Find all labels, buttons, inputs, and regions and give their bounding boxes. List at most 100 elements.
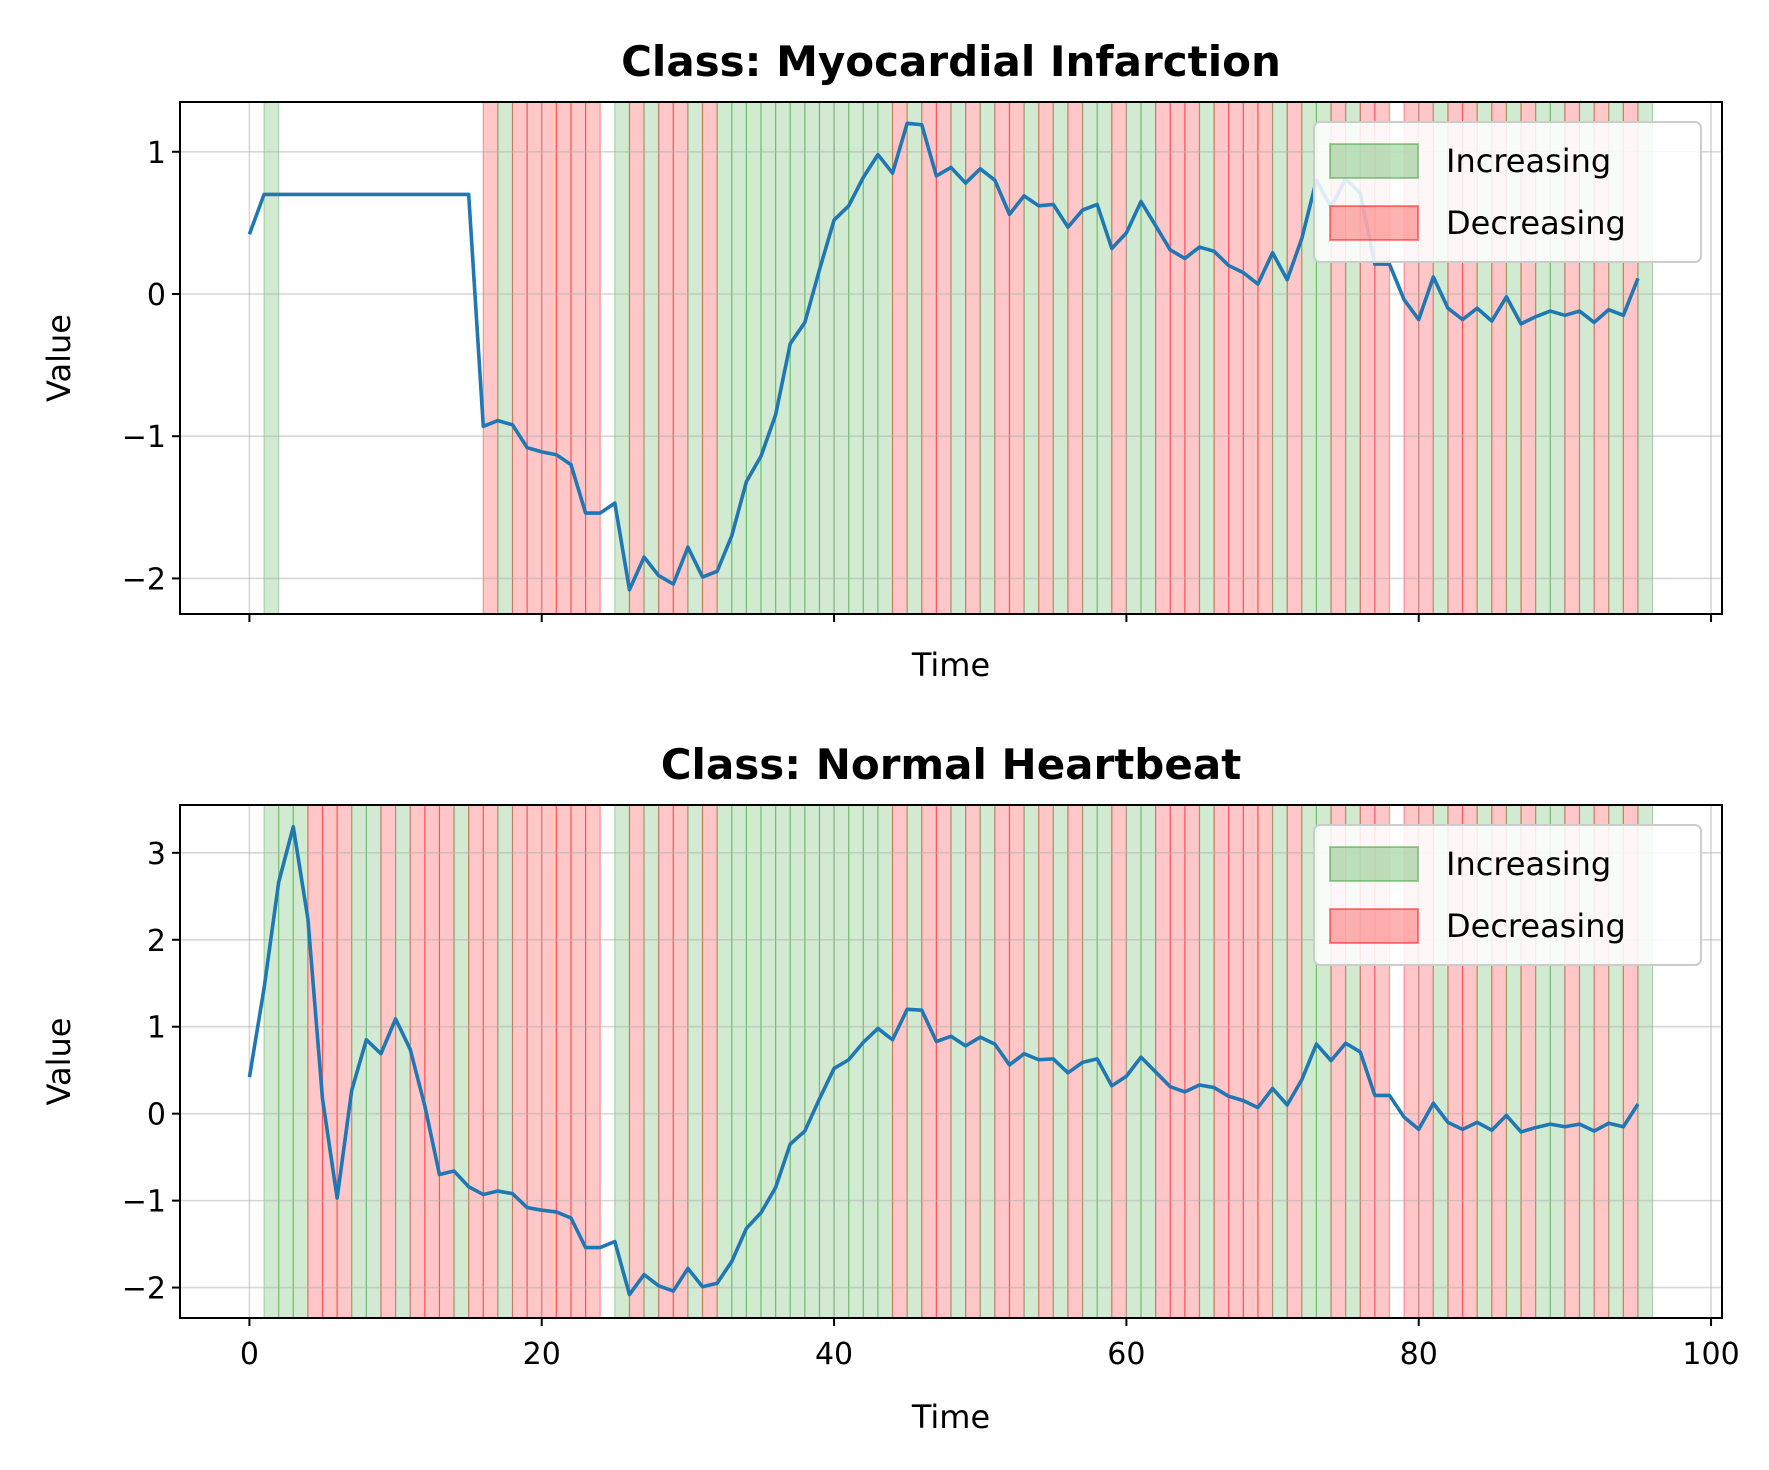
increasing-span: [906, 101, 923, 615]
chart-title: Class: Myocardial Infarction: [621, 37, 1281, 86]
decreasing-span: [438, 804, 455, 1319]
decreasing-span: [935, 101, 952, 615]
y-tick-label: −2: [122, 1272, 166, 1307]
legend-label-decreasing: Decreasing: [1446, 907, 1626, 945]
increasing-span: [365, 804, 382, 1319]
decreasing-span: [1184, 101, 1201, 615]
decreasing-span: [1242, 804, 1259, 1319]
increasing-span: [833, 101, 850, 615]
series-line: [247, 121, 1640, 592]
series-lines: [247, 121, 1640, 592]
increasing-span: [760, 804, 777, 1319]
y-tick-label: 0: [147, 278, 166, 313]
decreasing-span: [511, 101, 528, 615]
increasing-span: [1140, 101, 1157, 615]
decreasing-span: [321, 804, 338, 1319]
legend: Increasing Decreasing: [1313, 824, 1702, 966]
increasing-span: [263, 101, 280, 615]
decreasing-span: [701, 101, 718, 615]
y-tick-label: −1: [122, 1185, 166, 1220]
increasing-span: [760, 101, 777, 615]
increasing-span: [643, 804, 660, 1319]
decreasing-span: [935, 804, 952, 1319]
decreasing-span: [1067, 804, 1084, 1319]
increasing-span: [394, 804, 411, 1319]
decreasing-span: [628, 804, 645, 1319]
increasing-span: [687, 804, 704, 1319]
y-tick-label: 1: [147, 1011, 166, 1046]
legend-label-increasing: Increasing: [1446, 845, 1611, 883]
series-lines: [247, 824, 1640, 1297]
decreasing-span: [921, 101, 937, 615]
legend-label-decreasing: Decreasing: [1446, 204, 1626, 242]
y-axis-label: Value: [40, 314, 78, 402]
legend-box: [1313, 824, 1702, 966]
increasing-span: [643, 101, 660, 615]
decreasing-span: [511, 804, 528, 1319]
decreasing-span: [891, 804, 908, 1319]
decreasing-span: [468, 804, 484, 1319]
increasing-span: [848, 804, 864, 1319]
increasing-span: [614, 804, 631, 1319]
axes-frame: [179, 804, 1723, 1319]
decreasing-span: [541, 101, 557, 615]
decreasing-span: [672, 804, 689, 1319]
y-axis-label: Value: [40, 1018, 78, 1106]
decreasing-span: [482, 101, 499, 615]
x-axis-label: Time: [911, 646, 990, 684]
x-ticks: [248, 614, 1713, 622]
y-ticks: −2 −1 0 1: [122, 136, 180, 597]
decreasing-span: [628, 101, 645, 615]
decreasing-span: [380, 804, 397, 1319]
legend-swatch-increasing: [1329, 846, 1419, 882]
increasing-span: [862, 804, 879, 1319]
increasing-span: [745, 101, 762, 615]
decreasing-span: [336, 804, 353, 1319]
increasing-span: [1271, 804, 1288, 1319]
increasing-span: [745, 804, 762, 1319]
y-tick-label: 3: [147, 837, 166, 872]
chart-title: Class: Normal Heartbeat: [661, 740, 1242, 789]
decreasing-span: [584, 804, 601, 1319]
increasing-span: [716, 804, 733, 1319]
subplot-myocardial-infarction: −2 −1 0 1 Class: Myocardial Infarction Time…: [40, 37, 1723, 684]
decreasing-span: [994, 101, 1011, 615]
increasing-span: [263, 804, 280, 1319]
decreasing-span: [526, 804, 543, 1319]
legend-swatch-decreasing: [1329, 205, 1419, 241]
x-tick-label: 20: [523, 1337, 561, 1372]
decreasing-span: [555, 101, 572, 615]
series-line: [247, 824, 1640, 1297]
decreasing-span: [921, 804, 937, 1319]
increasing-span: [862, 101, 879, 615]
decreasing-span: [658, 804, 674, 1319]
decreasing-span: [482, 804, 499, 1319]
decreasing-span: [541, 804, 557, 1319]
decreasing-span: [1257, 804, 1274, 1319]
y-tick-label: −1: [122, 420, 166, 455]
legend-box: [1313, 121, 1702, 263]
increasing-span: [804, 804, 821, 1319]
increasing-span: [818, 101, 835, 615]
decreasing-span: [1155, 101, 1171, 615]
increasing-span: [789, 804, 806, 1319]
decreasing-span: [1155, 804, 1171, 1319]
increasing-span: [789, 101, 806, 615]
decreasing-span: [584, 101, 601, 615]
legend-swatch-decreasing: [1329, 908, 1419, 944]
x-axis-label: Time: [911, 1398, 990, 1436]
subplot-normal-heartbeat: 0 20 40 60 80 100 −2 −1 0 1 2 3 Class: Normal Hear…: [40, 740, 1740, 1436]
increasing-span: [877, 804, 894, 1319]
decreasing-span: [526, 101, 543, 615]
decreasing-span: [672, 101, 689, 615]
x-tick-label: 0: [240, 1337, 259, 1372]
legend-swatch-increasing: [1329, 143, 1419, 179]
increasing-span: [1023, 804, 1040, 1319]
decreasing-span: [1169, 804, 1186, 1319]
x-ticks: 0 20 40 60 80 100: [240, 1318, 1740, 1372]
decreasing-span: [1038, 101, 1054, 615]
axes-frame: [179, 101, 1723, 615]
decreasing-span: [1242, 101, 1259, 615]
decreasing-span: [424, 804, 441, 1319]
